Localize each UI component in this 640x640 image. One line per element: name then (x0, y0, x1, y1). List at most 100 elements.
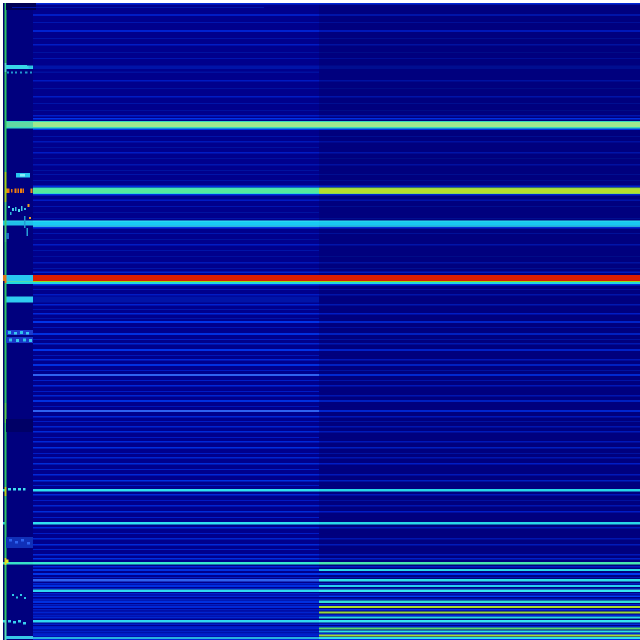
green-accent-line (4, 3, 7, 63)
heatmap-spot (16, 596, 18, 599)
heatmap-stripe (33, 71, 319, 74)
green-accent-line (4, 275, 7, 283)
heatmap-stripe (319, 627, 640, 630)
heatmap-spot (29, 339, 32, 342)
heatmap-stripe (33, 517, 319, 518)
heatmap-spot (29, 217, 31, 219)
heatmap-stripe (319, 262, 640, 264)
green-accent-line (4, 496, 7, 558)
heatmap-spot (12, 7, 264, 9)
heatmap-stripe (319, 52, 640, 53)
heatmap-spot (16, 339, 19, 342)
heatmap-stripe (33, 239, 319, 240)
heatmap-stripe (33, 588, 319, 589)
heatmap-stripe (33, 626, 319, 628)
heatmap-stripe (319, 199, 640, 201)
heatmap-stripe (33, 321, 319, 323)
heatmap-stripe (319, 294, 640, 296)
heatmap-spot (6, 559, 9, 563)
heatmap-stripe (33, 606, 319, 608)
heatmap-stripe (319, 180, 640, 181)
heatmap-stripe (33, 370, 319, 371)
heatmap-stripe (319, 281, 640, 283)
heatmap-stripe (33, 282, 319, 284)
green-accent-line (4, 620, 7, 640)
heatmap-stripe (33, 14, 319, 16)
heatmap-stripe (33, 400, 319, 402)
heatmap-stripe (33, 275, 319, 281)
heatmap-stripe (319, 453, 640, 454)
heatmap-spot (6, 537, 33, 548)
heatmap-stripe (319, 562, 640, 565)
heatmap-stripe (33, 271, 319, 274)
heatmap-stripe (319, 194, 640, 196)
heatmap-stripe (319, 227, 640, 229)
heatmap-stripe (6, 296, 34, 303)
heatmap-spot (23, 622, 26, 625)
heatmap-stripe (319, 623, 640, 625)
heatmap-stripe (319, 633, 640, 635)
green-accent-line (4, 63, 7, 72)
heatmap-stripe (33, 604, 319, 606)
heatmap-stripe (319, 103, 640, 104)
heatmap-stripe (319, 585, 640, 587)
heatmap-stripe (319, 370, 640, 371)
heatmap-stripe (319, 188, 640, 193)
heatmap-stripe (33, 170, 319, 171)
heatmap-stripe (319, 505, 640, 507)
heatmap-spot (6, 188, 10, 194)
heatmap-stripe (319, 544, 640, 546)
heatmap-spot (8, 488, 11, 491)
heatmap-stripe (33, 284, 319, 286)
heatmap-stripe (319, 218, 640, 219)
heatmap-spot (8, 331, 11, 334)
heatmap-stripe (319, 327, 640, 328)
heatmap-stripe (33, 30, 319, 32)
heatmap-stripe (3, 221, 5, 226)
heatmap-stripe (319, 304, 640, 306)
heatmap-stripe (33, 174, 319, 176)
heatmap-stripe (33, 152, 319, 154)
heatmap-stripe (33, 355, 319, 356)
heatmap-stripe (319, 600, 640, 603)
heatmap-stripe (33, 457, 319, 459)
green-accent-line (4, 423, 7, 487)
heatmap-stripe (319, 38, 640, 40)
heatmap-stripe (33, 294, 319, 296)
heatmap-stripe (33, 88, 319, 89)
heatmap-stripe (319, 614, 640, 616)
heatmap-spot (18, 488, 21, 491)
heatmap-spot (24, 208, 26, 211)
heatmap-stripe (33, 327, 319, 328)
heatmap-stripe (33, 611, 319, 614)
heatmap-stripe (319, 118, 640, 120)
heatmap-stripe (319, 609, 640, 611)
heatmap-stripe (33, 579, 319, 582)
heatmap-stripe (33, 391, 319, 392)
heatmap-stripe (33, 441, 319, 443)
heatmap-stripe (319, 174, 640, 176)
heatmap-stripe (33, 194, 319, 196)
heatmap-stripe (319, 620, 640, 623)
heatmap-stripe (33, 318, 319, 319)
heatmap-stripe (319, 593, 640, 595)
heatmap-stripe (319, 416, 640, 418)
heatmap-stripe (6, 281, 34, 283)
heatmap-stripe (33, 225, 319, 227)
heatmap-stripe (319, 489, 640, 492)
heatmap-stripe (33, 385, 319, 387)
heatmap-stripe (33, 96, 319, 98)
heatmap-stripe (319, 583, 640, 585)
heatmap-stripe (33, 410, 319, 412)
heatmap-stripe (319, 282, 640, 284)
heatmap-stripe (319, 233, 640, 234)
heatmap-stripe (33, 333, 319, 335)
heatmap-stripe (319, 538, 640, 540)
heatmap-stripe (319, 14, 640, 16)
heatmap-stripe (33, 343, 319, 345)
heatmap-stripe (319, 128, 640, 131)
heatmap-stripe (319, 30, 640, 32)
heatmap-stripe (33, 127, 319, 129)
heatmap-stripe (319, 275, 640, 281)
